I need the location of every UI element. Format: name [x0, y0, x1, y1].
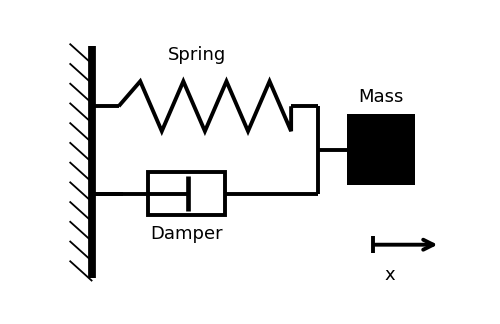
Bar [148, 172, 225, 215]
Text: Spring: Spring [168, 46, 226, 64]
Bar [348, 114, 415, 185]
Text: x: x [384, 266, 395, 284]
Text: Mass: Mass [358, 88, 404, 106]
Text: Damper: Damper [150, 225, 223, 243]
